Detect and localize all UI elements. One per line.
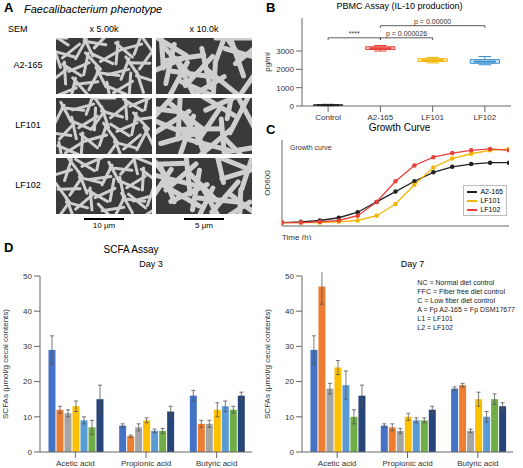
svg-text:0: 0: [28, 448, 33, 457]
html-text:5 μm: 5 μm: [195, 221, 213, 230]
html-text:A = Fp A2-165 = Fp DSM17677: A = Fp A2-165 = Fp DSM17677: [417, 306, 515, 313]
html-text:C: C: [266, 122, 276, 137]
svg-text:Butyric acid: Butyric acid: [457, 459, 498, 468]
svg-text:20: 20: [285, 377, 294, 386]
svg-text:0: 0: [290, 448, 295, 457]
html-text:L1 = LF101: L1 = LF101: [417, 315, 453, 322]
html-text:L2 = LF102: L2 = LF102: [417, 324, 453, 331]
svg-text:10: 10: [285, 413, 294, 422]
svg-text:SCFAs (μmol/g cecal contents): SCFAs (μmol/g cecal contents): [263, 309, 272, 419]
svg-text:Butyric acid: Butyric acid: [196, 459, 237, 468]
svg-text:Time (h): Time (h): [282, 233, 312, 240]
html-text:NC = Normal diet control: NC = Normal diet control: [417, 279, 495, 286]
svg-text:10: 10: [23, 413, 32, 422]
svg-text:Acetic acid: Acetic acid: [318, 459, 357, 468]
html-text:Day 7: Day 7: [400, 259, 425, 269]
svg-text:0: 0: [290, 102, 295, 111]
svg-text:1000: 1000: [276, 84, 294, 93]
svg-text:40: 40: [23, 307, 32, 316]
svg-text:Propionic acid: Propionic acid: [382, 459, 432, 468]
html-text:LF102: LF102: [480, 206, 501, 213]
svg-text:3000: 3000: [276, 47, 294, 56]
svg-text:30: 30: [23, 342, 32, 351]
html-text:A: A: [4, 0, 14, 15]
html-text:x 5.00k: x 5.00k: [89, 24, 119, 34]
html-text:C = Low fiber diet control: C = Low fiber diet control: [417, 297, 495, 304]
svg-text:20: 20: [23, 377, 32, 386]
svg-text:Acetic acid: Acetic acid: [56, 459, 95, 468]
html-text:SCFA Assay: SCFA Assay: [103, 244, 159, 255]
html-text:FFC = Fiber free diet control: FFC = Fiber free diet control: [417, 288, 506, 295]
svg-text:pg/ml: pg/ml: [263, 52, 272, 72]
svg-text:OD600: OD600: [263, 170, 272, 196]
svg-text:LF101: LF101: [421, 113, 444, 122]
html-text:D: D: [4, 240, 14, 255]
html-text:Growth Curve: Growth Curve: [368, 122, 431, 133]
html-text:Day 3: Day 3: [139, 259, 163, 269]
svg-text:p = 0.000026: p = 0.000026: [386, 30, 427, 38]
svg-text:40: 40: [285, 307, 294, 316]
svg-text:A2-165: A2-165: [367, 113, 393, 122]
html-text:B: B: [266, 0, 276, 15]
html-text:LF101: LF101: [15, 120, 41, 130]
html-text:x 10.0k: x 10.0k: [189, 24, 219, 34]
svg-text:2000: 2000: [276, 65, 294, 74]
html-text:A2-165: A2-165: [480, 188, 503, 195]
html-text:Growth curve: Growth curve: [290, 144, 332, 151]
svg-text:Propionic acid: Propionic acid: [121, 459, 171, 468]
html-text:PBMC Assay (IL-10 production): PBMC Assay (IL-10 production): [336, 1, 463, 11]
svg-text:50: 50: [285, 272, 294, 281]
html-text:LF102: LF102: [15, 180, 41, 190]
svg-text:p = 0.00000: p = 0.00000: [414, 18, 451, 26]
html-text:SEM: SEM: [8, 24, 28, 34]
html-text:10 μm: 10 μm: [92, 221, 116, 230]
html-text:Faecalibacterium phenotype: Faecalibacterium phenotype: [24, 3, 163, 15]
svg-text:Control: Control: [315, 113, 341, 122]
html-text:LF101: LF101: [480, 197, 501, 204]
svg-text:30: 30: [285, 342, 294, 351]
svg-text:50: 50: [23, 272, 32, 281]
svg-text:****: ****: [349, 30, 360, 37]
svg-text:LF102: LF102: [474, 113, 497, 122]
svg-text:SCFAs (μmol/g cecal contents): SCFAs (μmol/g cecal contents): [8, 309, 10, 419]
html-text:A2-165: A2-165: [13, 60, 43, 70]
